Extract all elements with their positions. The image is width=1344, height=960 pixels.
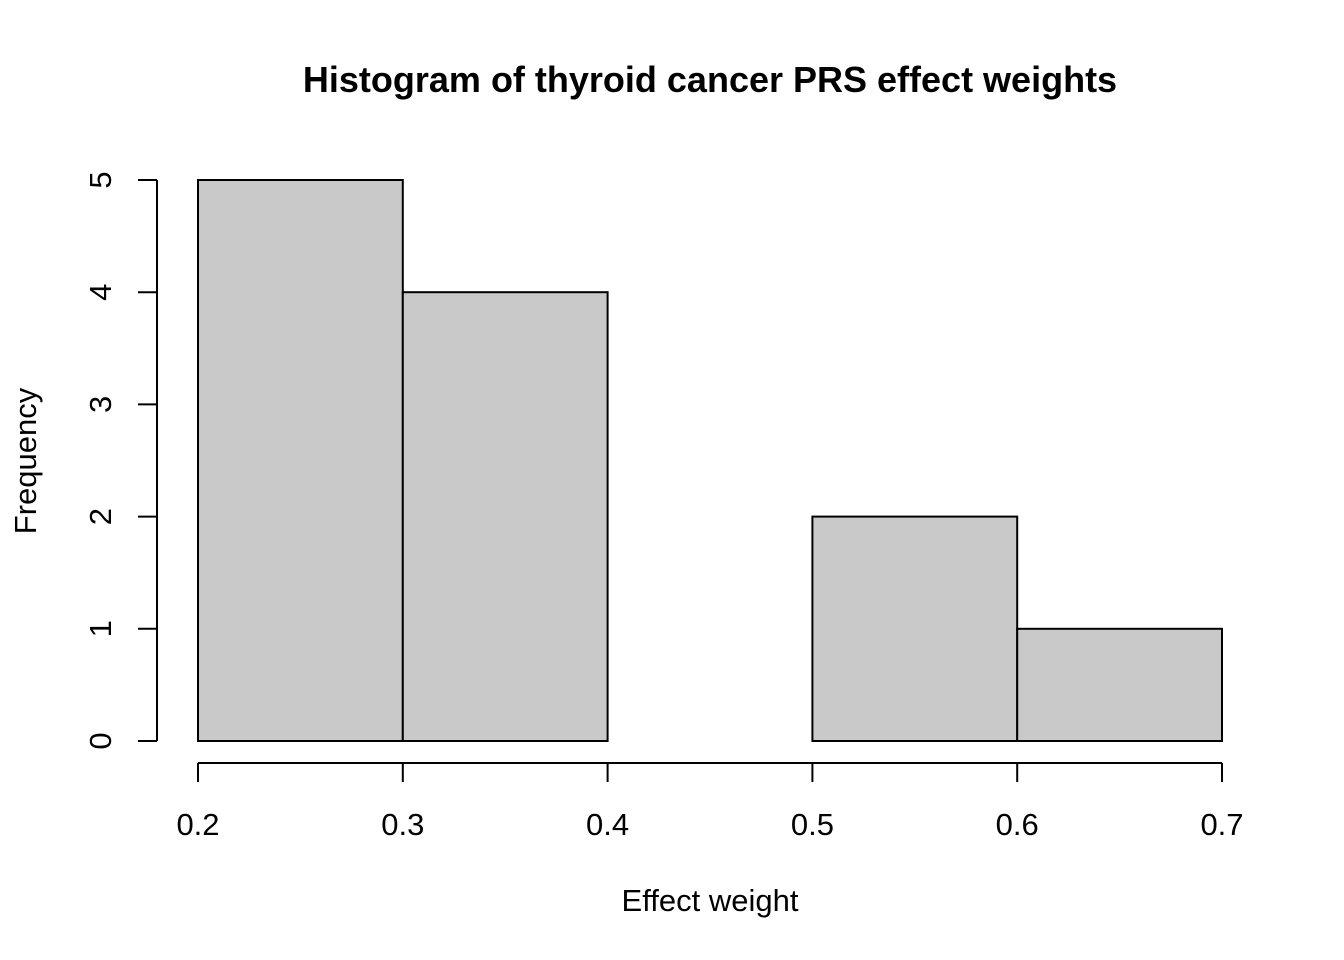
- y-tick-label: 3: [83, 396, 118, 413]
- x-tick-label: 0.6: [996, 807, 1039, 842]
- histogram-bar-2: [401, 291, 609, 742]
- y-axis-label: Frequency: [8, 387, 43, 534]
- bars-group: [197, 179, 1224, 742]
- x-tick-label: 0.7: [1200, 807, 1243, 842]
- histogram-bar-4: [811, 515, 1019, 742]
- histogram-bar-1: [197, 179, 404, 742]
- y-axis: 0 1 2 3 4 5: [83, 171, 158, 750]
- x-tick-label: 0.2: [176, 807, 219, 842]
- histogram-bar-5: [1016, 627, 1224, 742]
- y-tick-label: 0: [83, 732, 118, 749]
- x-tick-label: 0.3: [381, 807, 424, 842]
- y-tick-label: 4: [83, 284, 118, 301]
- x-axis: 0.2 0.3 0.4 0.5 0.6 0.7: [176, 762, 1244, 842]
- y-tick-label: 5: [83, 171, 118, 188]
- chart-title: Histogram of thyroid cancer PRS effect w…: [303, 59, 1117, 100]
- y-tick-label: 2: [83, 508, 118, 525]
- x-tick-label: 0.4: [586, 807, 629, 842]
- x-tick-label: 0.5: [791, 807, 834, 842]
- y-tick-label: 1: [83, 620, 118, 637]
- x-axis-label: Effect weight: [622, 883, 799, 918]
